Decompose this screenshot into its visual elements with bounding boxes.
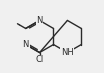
- Text: N: N: [22, 40, 29, 49]
- Text: N: N: [36, 16, 43, 25]
- Text: Cl: Cl: [35, 55, 44, 64]
- Text: NH: NH: [61, 48, 74, 57]
